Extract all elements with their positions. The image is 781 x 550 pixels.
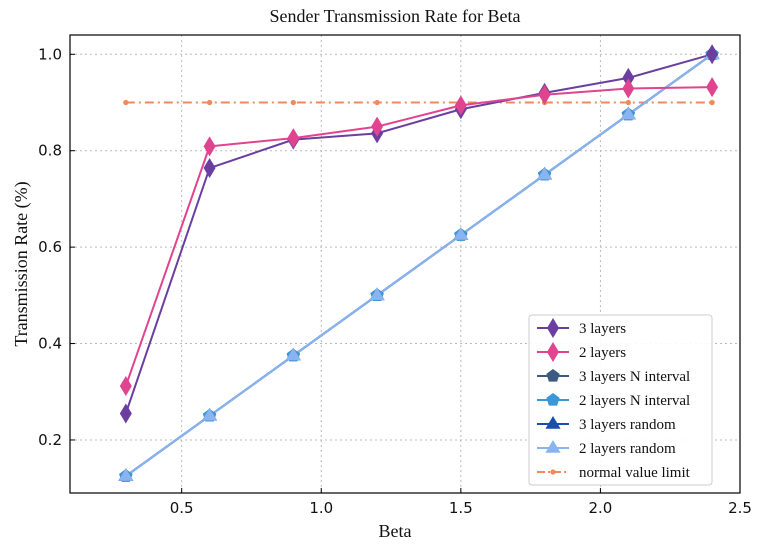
x-tick-label: 1.5 <box>449 499 473 517</box>
data-point <box>119 403 132 424</box>
data-point <box>709 99 715 106</box>
data-point <box>620 106 636 120</box>
series-line <box>124 53 713 414</box>
data-point <box>206 99 213 106</box>
legend-marker <box>546 393 560 406</box>
data-point <box>625 99 631 106</box>
legend-marker <box>545 440 561 453</box>
legend-marker <box>545 416 561 429</box>
legend-label: 3 layers random <box>579 417 676 433</box>
data-point <box>118 468 134 481</box>
legend-label: 2 layers N interval <box>579 393 690 409</box>
legend-marker <box>550 469 556 475</box>
y-axis-label: Transmission Rate (%) <box>11 181 32 346</box>
data-point <box>538 84 551 105</box>
legend-label: 3 layers N interval <box>579 369 690 385</box>
plot-frame <box>69 34 741 494</box>
data-point <box>287 128 300 149</box>
legend-label: 2 layers random <box>579 441 676 457</box>
data-point <box>203 136 216 157</box>
legend: 3 layers 2 layers 3 layers N interval 2 lay… <box>528 314 713 486</box>
data-point <box>536 166 553 180</box>
y-tick-label: 0.6 <box>38 238 62 256</box>
y-tick-label: 1.0 <box>38 45 62 63</box>
series-line <box>125 53 713 477</box>
data-point <box>374 99 380 106</box>
axis-ticks: 0.5 1.0 1.5 2.0 2.5 0.2 0.4 0.6 0.8 1.0 <box>38 45 752 517</box>
data-point <box>290 99 296 106</box>
y-tick-label: 0.2 <box>38 431 62 449</box>
data-point <box>453 227 469 240</box>
data-point <box>622 78 635 99</box>
data-point <box>203 158 216 179</box>
legend-label: normal value limit <box>579 465 691 481</box>
series-markers <box>118 44 720 482</box>
data-point <box>123 99 129 106</box>
x-tick-label: 2.5 <box>728 499 752 517</box>
data-point <box>201 407 218 421</box>
legend-marker <box>547 342 559 362</box>
legend-marker <box>547 318 559 338</box>
data-point <box>454 95 467 116</box>
y-tick-label: 0.8 <box>38 142 62 160</box>
series-lines <box>124 53 713 477</box>
data-point <box>706 77 719 98</box>
chart-title: Sender Transmission Rate for Beta <box>270 6 521 26</box>
legend-label: 3 layers <box>579 321 626 337</box>
x-axis-label: Beta <box>379 521 412 541</box>
y-tick-label: 0.4 <box>38 335 62 353</box>
x-tick-label: 0.5 <box>170 499 194 517</box>
x-tick-label: 2.0 <box>588 499 612 517</box>
data-point <box>285 347 301 361</box>
data-point <box>371 116 384 137</box>
data-point <box>706 44 719 65</box>
x-tick-label: 1.0 <box>309 499 333 517</box>
data-point <box>369 287 385 301</box>
legend-marker <box>546 369 560 382</box>
legend-label: 2 layers <box>579 345 626 361</box>
data-point <box>622 67 635 88</box>
data-point <box>119 375 132 396</box>
legend-box <box>528 314 713 486</box>
series-line <box>124 86 713 387</box>
